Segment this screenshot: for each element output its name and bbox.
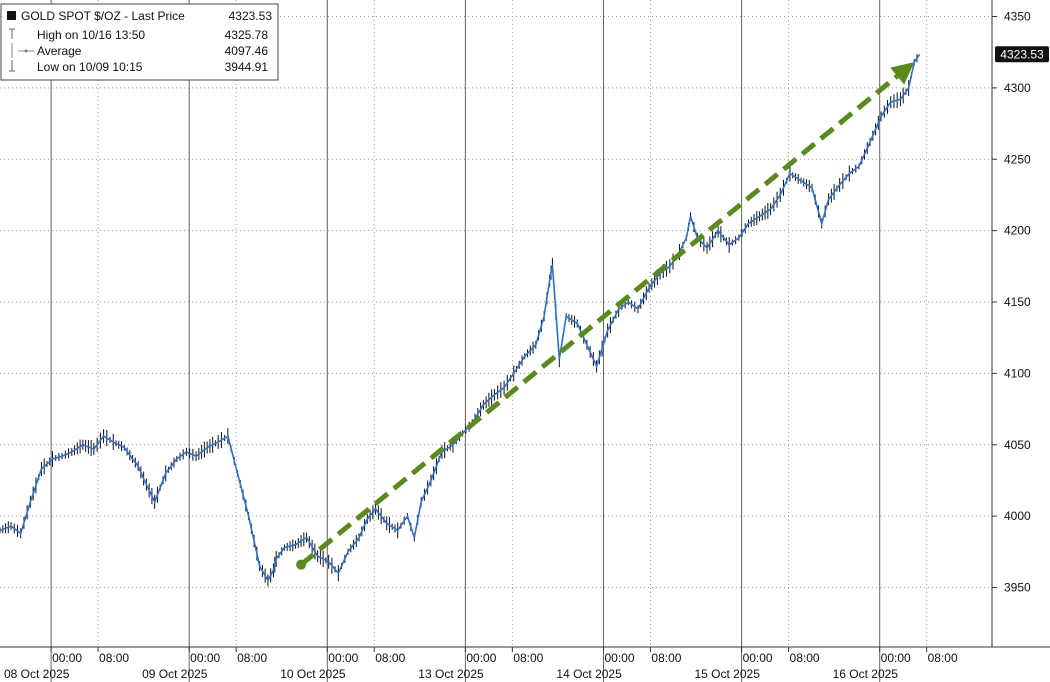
trend-arrow-head: [890, 62, 915, 85]
x-time-label: 00:00: [743, 651, 773, 665]
x-time-label: 00:00: [52, 651, 82, 665]
x-day-label: 15 Oct 2025: [695, 667, 761, 681]
x-day-label: 09 Oct 2025: [142, 667, 208, 681]
plot-background: [0, 0, 992, 647]
last-price-tag: 4323.53: [995, 46, 1049, 63]
x-time-label: 08:00: [790, 651, 820, 665]
y-tick-label: 4050: [1004, 438, 1031, 452]
x-time-label: 08:00: [928, 651, 958, 665]
y-axis-ticks: 3950 4000 4050 4100 4150 4200 4250 4300 4350: [992, 10, 1031, 595]
legend-average-label: Average: [37, 44, 82, 58]
price-series-line: [0, 53, 921, 583]
x-time-label: 00:00: [328, 651, 358, 665]
x-time-label: 08:00: [651, 651, 681, 665]
x-time-label: 08:00: [375, 651, 405, 665]
x-day-label: 16 Oct 2025: [833, 667, 899, 681]
grid-lines: [0, 0, 992, 647]
x-time-label: 08:00: [513, 651, 543, 665]
trend-arrow-shaft: [299, 74, 899, 567]
x-day-label: 08 Oct 2025: [4, 667, 70, 681]
last-price-tag-label: 4323.53: [1000, 47, 1044, 61]
y-tick-label: 4300: [1004, 81, 1031, 95]
x-day-label: 14 Oct 2025: [556, 667, 622, 681]
legend-background: [0, 3, 279, 81]
trend-arrow-start-dot: [296, 559, 307, 570]
x-time-label: 08:00: [237, 651, 267, 665]
x-time-label: 00:00: [466, 651, 496, 665]
x-time-label: 00:00: [604, 651, 634, 665]
legend-average-dot-icon: [24, 49, 28, 53]
y-tick-label: 4250: [1004, 152, 1031, 166]
legend-low-marker-icon: [9, 60, 15, 72]
x-day-label: 10 Oct 2025: [280, 667, 346, 681]
last-price-tag-background: [995, 46, 1049, 63]
legend-high-marker-icon: [9, 28, 15, 39]
day-separators: [50, 0, 881, 682]
legend-title: GOLD SPOT $/OZ - Last Price: [21, 9, 185, 23]
x-time-label: 08:00: [99, 651, 129, 665]
legend-high-value: 4325.78: [225, 28, 269, 42]
legend-average-value: 4097.46: [225, 44, 269, 58]
y-tick-label: 4200: [1004, 224, 1031, 238]
x-axis-ticks: 00:00 08:00 08 Oct 2025 00:00 08:00 09 Oct 20…: [4, 647, 958, 681]
y-tick-label: 4150: [1004, 295, 1031, 309]
legend-high-label: High on 10/16 13:50: [37, 28, 145, 42]
legend-box: GOLD SPOT $/OZ - Last Price 4323.53 High…: [0, 3, 279, 81]
y-tick-label: 4100: [1004, 366, 1031, 380]
legend-low-value: 3944.91: [225, 60, 269, 74]
x-time-label: 00:00: [190, 651, 220, 665]
x-time-label: 00:00: [881, 651, 911, 665]
y-tick-label: 3950: [1004, 581, 1031, 595]
y-tick-label: 4350: [1004, 10, 1031, 24]
x-day-label: 13 Oct 2025: [418, 667, 484, 681]
y-tick-label: 4000: [1004, 509, 1031, 523]
legend-last-value: 4323.53: [229, 9, 273, 23]
legend-swatch-icon: [7, 11, 16, 20]
trend-arrow: [296, 62, 915, 570]
legend-low-label: Low on 10/09 10:15: [37, 60, 143, 74]
